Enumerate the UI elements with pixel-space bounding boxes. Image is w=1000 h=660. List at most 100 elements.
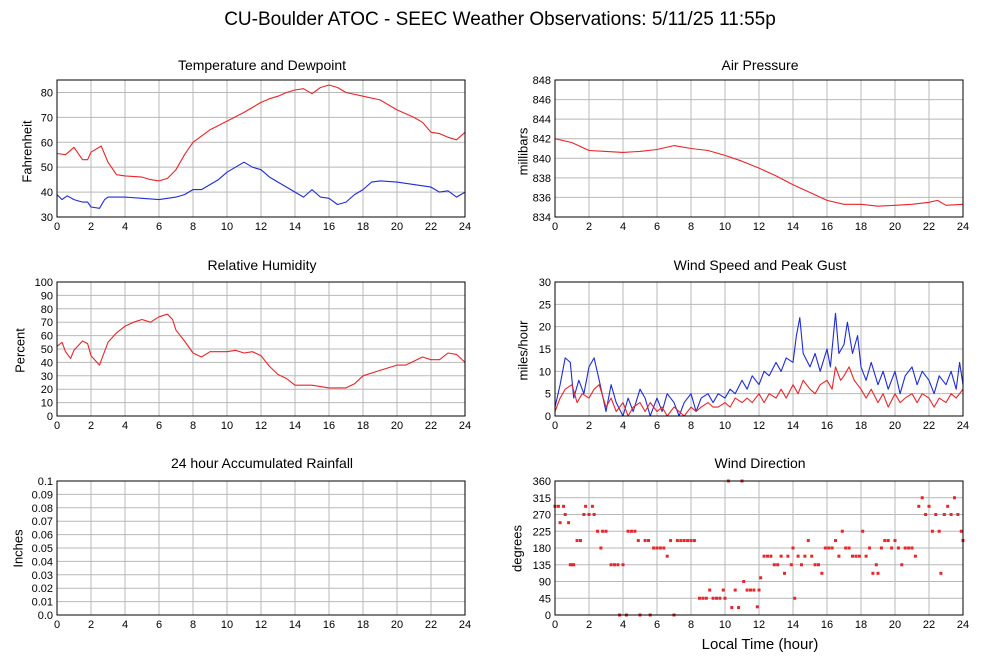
data-point xyxy=(868,546,871,550)
x-tick-label: 24 xyxy=(957,619,969,631)
x-tick-label: 0 xyxy=(54,420,60,432)
data-point xyxy=(813,563,817,567)
data-point xyxy=(755,605,759,609)
x-tick-label: 18 xyxy=(855,420,867,432)
x-tick-label: 22 xyxy=(425,221,437,233)
x-tick-label: 2 xyxy=(88,619,94,631)
x-tick-label: 14 xyxy=(787,420,799,432)
x-tick-label: 2 xyxy=(586,619,592,631)
data-point xyxy=(942,513,946,516)
data-point xyxy=(723,596,727,600)
y-tick-label: 0.06 xyxy=(32,530,53,542)
y-tick-label: 30 xyxy=(41,212,53,224)
y-tick-label: 844 xyxy=(533,114,551,126)
data-point xyxy=(769,554,773,558)
y-tick-label: 90 xyxy=(539,577,551,589)
y-tick-label: 60 xyxy=(41,137,53,149)
x-tick-label: 10 xyxy=(719,420,731,432)
series-line-red xyxy=(554,138,964,207)
x-tick-label: 4 xyxy=(620,420,626,432)
x-tick-label: 16 xyxy=(821,619,833,631)
data-point xyxy=(810,554,814,558)
x-tick-label: 2 xyxy=(586,221,592,233)
x-tick-label: 12 xyxy=(753,221,765,233)
x-tick-label: 16 xyxy=(323,619,335,631)
data-point xyxy=(786,554,790,558)
series-line-blue xyxy=(56,161,466,209)
x-tick-label: 10 xyxy=(221,420,233,432)
y-tick-label: 0.04 xyxy=(32,556,53,568)
x-tick-label: 24 xyxy=(459,619,471,631)
y-tick-label: 25 xyxy=(539,299,551,311)
x-tick-label: 22 xyxy=(425,619,437,631)
data-point xyxy=(847,546,851,550)
x-tick-label: 6 xyxy=(156,420,162,432)
x-tick-label: 0 xyxy=(552,619,558,631)
data-point xyxy=(742,580,746,583)
y-tick-label: 70 xyxy=(41,317,53,329)
data-point xyxy=(692,539,696,543)
data-point xyxy=(874,563,878,567)
data-point xyxy=(679,539,683,543)
y-tick-label: 20 xyxy=(41,384,53,396)
y-tick-label: 836 xyxy=(533,192,551,204)
panel-title-rain: 24 hour Accumulated Rainfall xyxy=(170,455,354,471)
data-point xyxy=(793,596,797,600)
data-point xyxy=(689,539,693,543)
data-point xyxy=(596,529,599,533)
data-point xyxy=(630,529,633,533)
y-tick-label: 30 xyxy=(41,371,53,383)
data-point xyxy=(665,554,669,558)
y-tick-label: 842 xyxy=(533,134,551,146)
series-line-red xyxy=(554,366,964,417)
y-tick-label: 20 xyxy=(539,322,551,334)
x-tick-label: 10 xyxy=(221,619,233,631)
data-point xyxy=(621,563,625,567)
x-tick-label: 12 xyxy=(255,420,267,432)
data-point xyxy=(890,546,894,550)
x-tick-label: 14 xyxy=(289,420,301,432)
data-point xyxy=(864,554,868,558)
data-point xyxy=(883,539,887,543)
data-point xyxy=(857,554,861,558)
x-tick-label: 22 xyxy=(923,221,935,233)
data-point xyxy=(626,529,630,533)
data-point xyxy=(708,588,712,592)
data-point xyxy=(562,504,565,508)
y-tick-label: 40 xyxy=(41,187,53,199)
x-tick-label: 6 xyxy=(654,619,660,631)
y-tick-label: 0 xyxy=(545,610,551,622)
data-point xyxy=(820,571,824,575)
data-point xyxy=(715,596,718,600)
data-point xyxy=(675,539,679,543)
x-tick-label: 18 xyxy=(357,221,369,233)
data-point xyxy=(949,513,953,516)
x-tick-label: 8 xyxy=(190,619,196,631)
y-tick-label: 0.1 xyxy=(38,476,53,488)
x-tick-label: 20 xyxy=(889,420,901,432)
y-tick-label: 100 xyxy=(35,277,53,289)
y-tick-label: 270 xyxy=(533,510,551,522)
data-point xyxy=(745,588,749,592)
data-point xyxy=(789,563,793,567)
y-tick-label: 360 xyxy=(533,476,551,488)
y-tick-label: 846 xyxy=(533,95,551,107)
data-point xyxy=(830,546,834,550)
data-point xyxy=(956,513,960,516)
data-point xyxy=(584,504,588,508)
y-tick-label: 0.09 xyxy=(32,489,53,501)
x-tick-label: 16 xyxy=(821,420,833,432)
data-point xyxy=(652,546,656,550)
data-point xyxy=(643,539,647,543)
data-point xyxy=(927,504,931,508)
data-point xyxy=(886,539,890,543)
data-point xyxy=(953,496,956,500)
data-point xyxy=(779,554,783,558)
data-point xyxy=(939,571,943,575)
x-tick-label: 18 xyxy=(357,619,369,631)
y-tick-label: 834 xyxy=(533,212,551,224)
y-tick-label: 70 xyxy=(41,112,53,124)
data-point xyxy=(861,529,865,533)
